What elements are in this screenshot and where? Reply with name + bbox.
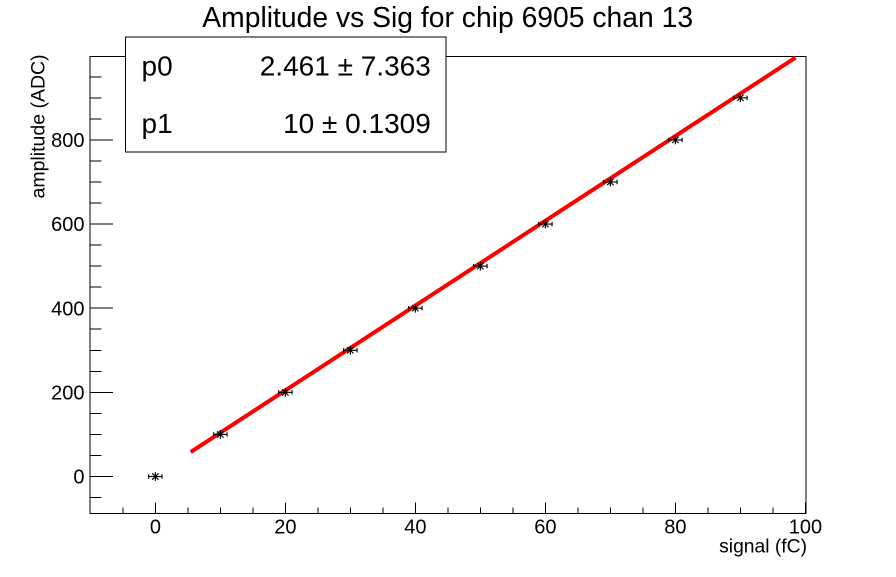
svg-text:signal (fC): signal (fC) bbox=[719, 537, 807, 558]
svg-text:0: 0 bbox=[73, 467, 84, 489]
svg-text:Amplitude vs Sig for chip 6905: Amplitude vs Sig for chip 6905 chan 13 bbox=[202, 1, 693, 33]
svg-text:200: 200 bbox=[51, 383, 84, 405]
svg-text:40: 40 bbox=[404, 517, 426, 539]
svg-text:800: 800 bbox=[51, 130, 84, 152]
svg-text:80: 80 bbox=[664, 517, 686, 539]
svg-text:amplitude (ADC): amplitude (ADC) bbox=[28, 54, 50, 198]
svg-text:400: 400 bbox=[51, 298, 84, 320]
svg-text:20: 20 bbox=[274, 517, 296, 539]
svg-text:10 ± 0.1309: 10 ± 0.1309 bbox=[283, 108, 431, 139]
svg-text:p1: p1 bbox=[142, 108, 173, 139]
svg-text:60: 60 bbox=[534, 517, 556, 539]
svg-text:0: 0 bbox=[150, 517, 161, 539]
svg-text:600: 600 bbox=[51, 214, 84, 236]
svg-text:p0: p0 bbox=[142, 50, 173, 81]
svg-text:100: 100 bbox=[789, 517, 822, 539]
svg-text:2.461 ± 7.363: 2.461 ± 7.363 bbox=[260, 50, 431, 81]
